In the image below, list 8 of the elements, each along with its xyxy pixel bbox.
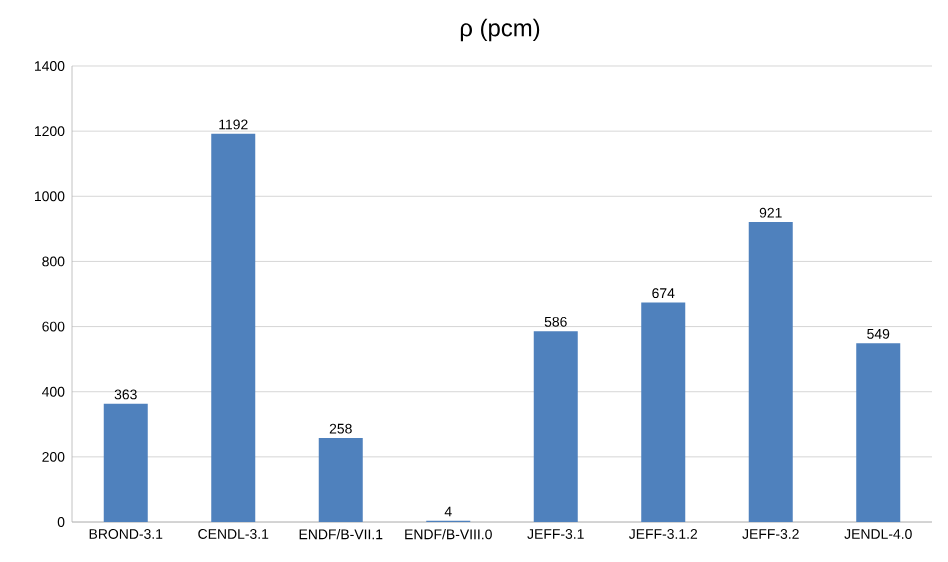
chart-title: ρ (pcm)	[460, 18, 540, 42]
bar	[856, 343, 901, 522]
bar	[641, 302, 686, 522]
bar	[748, 222, 793, 522]
bar	[533, 331, 578, 522]
bar	[211, 133, 256, 522]
bar	[103, 403, 148, 522]
bar	[318, 437, 363, 522]
